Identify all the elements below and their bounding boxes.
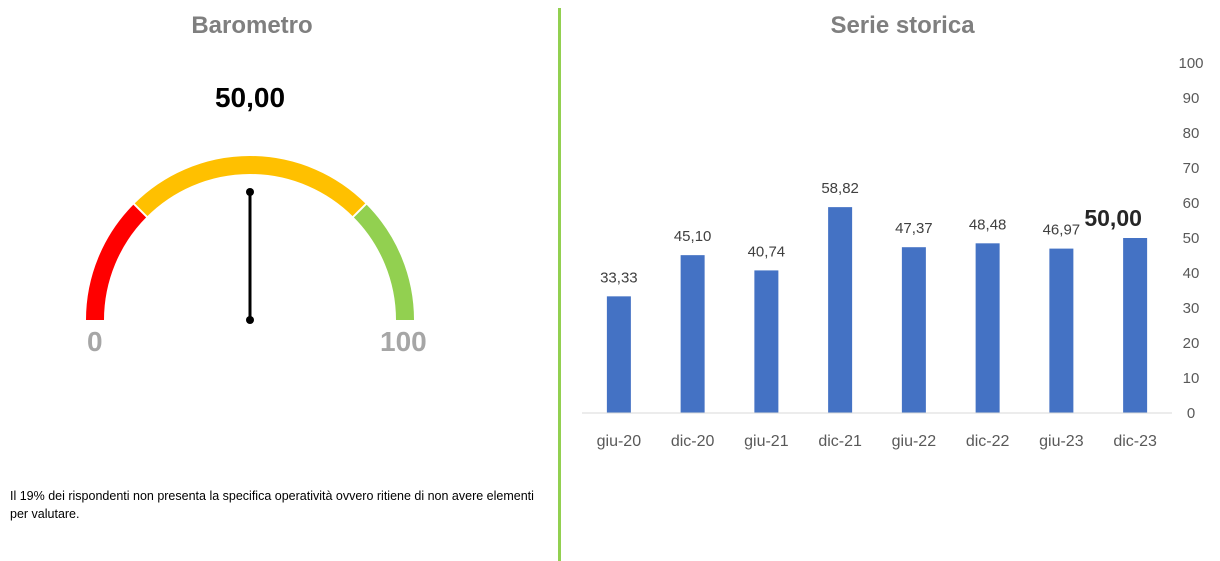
bar-dic-21	[828, 207, 853, 413]
category-label: dic-22	[966, 433, 1010, 450]
bar-value-label: 48,48	[969, 216, 1007, 233]
category-axis-labels: giu-20 dic-20 giu-21 dic-21 giu-22 dic-22 giu-…	[597, 433, 1157, 450]
bar-dic-20	[680, 255, 705, 413]
barometer-title: Barometro	[191, 12, 313, 39]
category-label: giu-22	[892, 433, 937, 450]
panel-divider	[558, 8, 561, 561]
bar-value-label: 47,37	[895, 220, 933, 237]
bar-value-label: 45,10	[674, 228, 712, 245]
history-title: Serie storica	[830, 12, 975, 39]
gauge-arcs	[86, 156, 414, 321]
y-tick-label: 100	[1178, 55, 1203, 72]
category-label: giu-23	[1039, 433, 1084, 450]
gauge-segment-separator	[132, 202, 149, 219]
y-tick-label: 60	[1183, 195, 1200, 212]
needle-pivot	[246, 316, 254, 324]
y-tick-label: 40	[1183, 265, 1200, 282]
bar-value-label: 46,97	[1043, 222, 1081, 239]
gauge-segment-0	[86, 204, 147, 321]
footnote-text: Il 19% dei rispondenti non presenta la s…	[10, 489, 534, 521]
y-tick-label: 80	[1183, 125, 1200, 142]
gauge-segment-separator	[351, 202, 368, 219]
bar-giu-22	[901, 247, 926, 413]
y-tick-label: 50	[1183, 230, 1200, 247]
y-tick-label: 70	[1183, 160, 1200, 177]
needle-tip	[246, 188, 254, 196]
category-label: dic-20	[671, 433, 715, 450]
gauge-segment-1	[134, 156, 366, 217]
bar-value-label: 33,33	[600, 269, 638, 286]
bar-giu-20	[606, 296, 631, 413]
bar-dic-22	[975, 243, 1000, 413]
gauge-segment-2	[353, 204, 414, 321]
y-tick-label: 20	[1183, 335, 1200, 352]
gauge-min-label: 0	[87, 326, 103, 357]
y-tick-label: 10	[1183, 370, 1200, 387]
category-label: giu-20	[597, 433, 642, 450]
y-tick-label: 30	[1183, 300, 1200, 317]
bar-value-labels: 33,33 45,10 40,74 58,82 47,37 48,48 46,97 50,00	[600, 180, 1142, 286]
bar-giu-23	[1049, 248, 1074, 413]
bar-value-label: 40,74	[748, 243, 786, 260]
history-bar-chart: 33,33 45,10 40,74 58,82 47,37 48,48 46,97 50,00…	[582, 55, 1204, 450]
bar-dic-23	[1123, 238, 1148, 413]
category-label: dic-21	[818, 433, 862, 450]
bars-group	[606, 207, 1148, 413]
bar-value-label: 58,82	[821, 180, 859, 197]
category-label: dic-23	[1113, 433, 1157, 450]
y-tick-label: 0	[1187, 405, 1195, 422]
gauge-needle	[246, 188, 254, 324]
bar-value-label: 50,00	[1084, 205, 1142, 231]
barometer-gauge	[86, 156, 414, 324]
y-tick-label: 90	[1183, 90, 1200, 107]
bar-giu-21	[754, 270, 779, 413]
gauge-value-label: 50,00	[214, 82, 286, 113]
category-label: giu-21	[744, 433, 789, 450]
gauge-max-label: 100	[380, 326, 427, 357]
value-axis-labels: 0 10 20 30 40 50 60 70 80 90 100	[1178, 55, 1203, 422]
